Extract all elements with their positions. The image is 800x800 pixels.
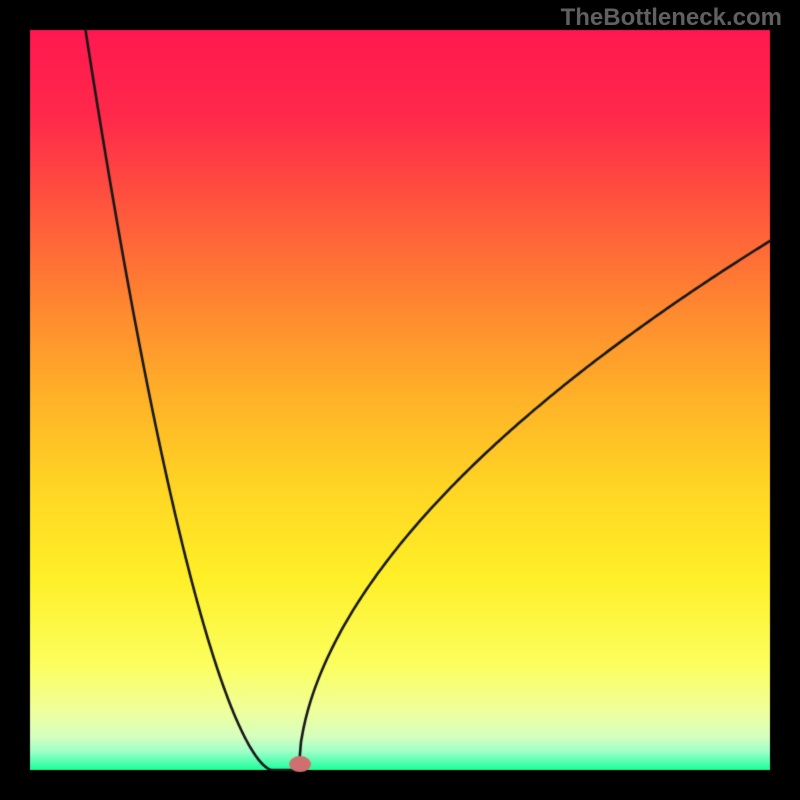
chart-stage: TheBottleneck.com [0, 0, 800, 800]
bottleneck-chart [0, 0, 800, 800]
watermark-label: TheBottleneck.com [561, 4, 782, 32]
